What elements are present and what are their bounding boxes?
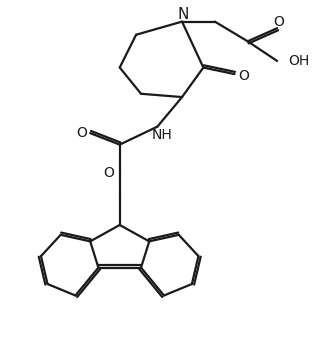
Text: O: O	[76, 126, 87, 140]
Text: N: N	[177, 7, 188, 22]
Text: O: O	[103, 166, 114, 179]
Text: O: O	[273, 15, 284, 29]
Text: O: O	[238, 69, 249, 83]
Text: OH: OH	[289, 54, 310, 68]
Text: NH: NH	[152, 128, 173, 142]
